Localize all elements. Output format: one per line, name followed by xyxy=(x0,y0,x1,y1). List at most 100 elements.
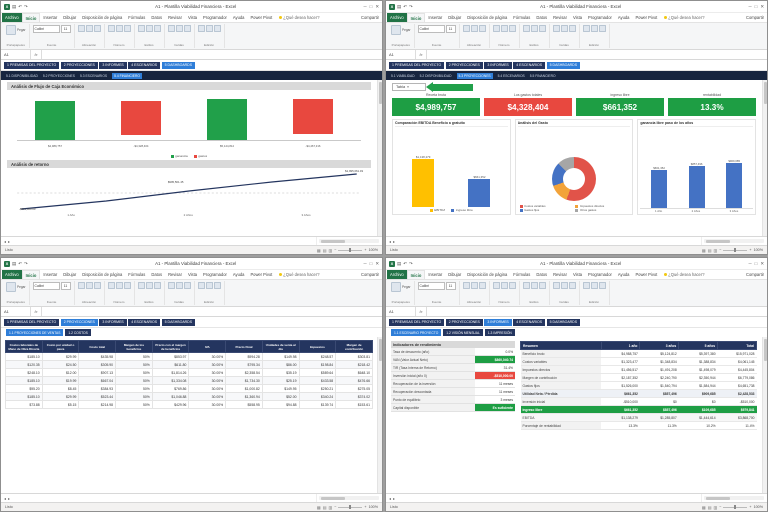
ribbon-button-icon[interactable] xyxy=(568,25,576,32)
ribbon-tab[interactable]: Insertar xyxy=(43,272,58,277)
ribbon-button-icon[interactable] xyxy=(205,25,213,32)
name-box[interactable]: A1 xyxy=(1,50,31,59)
ribbon-button-icon[interactable] xyxy=(530,282,538,289)
ribbon-tab[interactable]: Programador xyxy=(587,15,612,20)
maximize-icon[interactable]: □ xyxy=(754,260,758,266)
cell[interactable]: $0 xyxy=(639,397,679,406)
indicator-row[interactable]: Recuperación de la inversión 11 meses xyxy=(391,380,515,388)
project-nav-tab[interactable]: 2 PROYECCIONES xyxy=(60,61,98,69)
cell[interactable]: $5,124,812 xyxy=(639,349,679,358)
ribbon-button-icon[interactable] xyxy=(598,282,606,289)
cell[interactable]: 30.00% xyxy=(188,360,227,369)
cell[interactable]: $1,334.08 xyxy=(151,376,190,385)
cell[interactable]: $909,685 xyxy=(678,389,718,398)
horizontal-scrollbar[interactable] xyxy=(704,239,764,243)
cell[interactable]: $305.90 xyxy=(78,360,117,369)
sheet-tab-strip[interactable] xyxy=(397,494,702,502)
ribbon-button-icon[interactable] xyxy=(560,282,568,289)
cell[interactable]: $1,000.82 xyxy=(225,384,263,393)
column-header[interactable]: Precio con el margen de beneficios xyxy=(151,340,190,353)
ribbon-tab[interactable]: Dibujar xyxy=(63,272,77,277)
cell[interactable]: $1,540,794 xyxy=(639,381,679,390)
table-row[interactable]: $120.35 $24.50 $305.90 50% $611.80 30.00… xyxy=(5,360,373,369)
cell[interactable]: $4,445,804 xyxy=(717,365,757,374)
cell[interactable]: $8.45 xyxy=(41,384,80,393)
ribbon-button-icon[interactable] xyxy=(213,25,221,32)
ribbon-button-icon[interactable] xyxy=(123,25,131,32)
cell[interactable]: $25.19 xyxy=(261,376,300,385)
name-box[interactable]: A1 xyxy=(1,307,31,316)
paste-icon[interactable] xyxy=(391,282,401,292)
ribbon-button-icon[interactable] xyxy=(115,25,123,32)
ribbon-button-icon[interactable] xyxy=(93,25,101,32)
ribbon-button-icon[interactable] xyxy=(197,282,205,289)
cell[interactable]: $1,584,944 xyxy=(678,381,718,390)
page-layout-view-icon[interactable]: ▤ xyxy=(322,504,327,510)
cell[interactable]: 50% xyxy=(115,400,153,409)
cell[interactable]: $1,444,614 xyxy=(678,413,718,422)
ribbon-button-icon[interactable] xyxy=(522,25,530,32)
share-button[interactable]: Compartir xyxy=(746,15,764,20)
cell[interactable]: $5.15 xyxy=(41,400,80,409)
ribbon-button-icon[interactable] xyxy=(552,25,560,32)
cell[interactable]: $15,971,028 xyxy=(717,349,757,358)
cell[interactable]: $52.00 xyxy=(261,392,300,401)
project-nav-tab[interactable]: 5 DASHBOARDS xyxy=(161,318,196,326)
cell[interactable]: $12.00 xyxy=(41,368,80,377)
project-nav-tab[interactable]: 3 INFORMES xyxy=(484,61,512,69)
cell[interactable]: $86.00 xyxy=(261,360,300,369)
cell[interactable]: $1,388,834 xyxy=(678,357,718,366)
ribbon-tab[interactable]: Datos xyxy=(151,15,163,20)
cell[interactable]: $153.61 xyxy=(335,400,373,409)
ribbon-tab[interactable]: Vista xyxy=(572,15,582,20)
summary-row[interactable]: Margen de contribución $2,187,352 $2,240… xyxy=(520,373,757,382)
ribbon-tab[interactable]: Vista xyxy=(572,272,582,277)
indicator-value[interactable]: Es suficiente xyxy=(475,404,515,411)
summary-row[interactable]: Gastos fijos $1,526,000 $1,540,794 $1,58… xyxy=(520,381,757,390)
cell[interactable]: 11.4% xyxy=(717,421,757,430)
ribbon-tab[interactable]: Inicio xyxy=(21,13,41,22)
indicator-value[interactable]: -$510,000.00 xyxy=(475,372,515,379)
ribbon-tab[interactable]: Insertar xyxy=(428,272,443,277)
cell[interactable]: $185.10 xyxy=(5,352,43,361)
cell[interactable]: $29.99 xyxy=(41,352,80,361)
vertical-scrollbar[interactable] xyxy=(377,80,382,236)
zoom-out-icon[interactable]: − xyxy=(334,248,337,252)
redo-icon[interactable]: ↷ xyxy=(409,3,413,9)
zoom-out-icon[interactable]: − xyxy=(719,248,722,252)
normal-view-icon[interactable]: ▦ xyxy=(701,504,706,510)
project-subnav-item[interactable]: 1.1 ESCENARIO PROYECTO xyxy=(391,329,442,336)
cell[interactable]: $1,348,834 xyxy=(639,357,679,366)
column-header[interactable]: Costo por unidad o pieza xyxy=(41,340,80,353)
cell[interactable]: $19.99 xyxy=(41,376,80,385)
save-icon[interactable]: ▤ xyxy=(12,260,17,266)
minimize-icon[interactable]: ─ xyxy=(363,260,367,266)
cell[interactable]: 50% xyxy=(115,368,153,377)
indicator-value[interactable]: 11 meses xyxy=(498,389,513,394)
cell[interactable]: $24.50 xyxy=(41,360,80,369)
font-size-select[interactable]: 11 xyxy=(60,282,71,290)
zoom-level[interactable]: 100% xyxy=(368,248,378,252)
ribbon-button-icon[interactable] xyxy=(93,282,101,289)
ribbon-button-icon[interactable] xyxy=(478,282,486,289)
cell[interactable]: $435.98 xyxy=(78,352,117,361)
ribbon-button-icon[interactable] xyxy=(470,282,478,289)
cell[interactable]: $198.84 xyxy=(298,360,337,369)
vertical-scrollbar[interactable] xyxy=(377,337,382,493)
cell[interactable]: $1,526,000 xyxy=(601,381,640,390)
cell[interactable]: $1,498,079 xyxy=(678,365,718,374)
vertical-scrollbar[interactable] xyxy=(762,337,767,493)
fx-icon[interactable]: fx xyxy=(31,307,42,316)
project-subnav-item[interactable]: 1.2 COSTOS xyxy=(65,329,91,336)
zoom-slider[interactable] xyxy=(723,505,748,509)
ribbon-button-icon[interactable] xyxy=(508,25,516,32)
ribbon-tab[interactable]: Datos xyxy=(536,272,548,277)
ribbon-button-icon[interactable] xyxy=(462,282,470,289)
undo-icon[interactable]: ↶ xyxy=(18,3,23,9)
column-header[interactable]: Costos laborales de Mano de Obra Directa xyxy=(5,340,43,353)
project-subnav-item[interactable]: 5.1 DISPONIBILIDAD xyxy=(6,73,38,78)
ribbon-button-icon[interactable] xyxy=(500,282,508,289)
tell-me-search[interactable]: ¿Qué desea hacer? xyxy=(664,13,704,22)
ribbon-tab[interactable]: Revisar xyxy=(168,272,182,277)
ribbon-tab[interactable]: Ayuda xyxy=(617,15,630,20)
